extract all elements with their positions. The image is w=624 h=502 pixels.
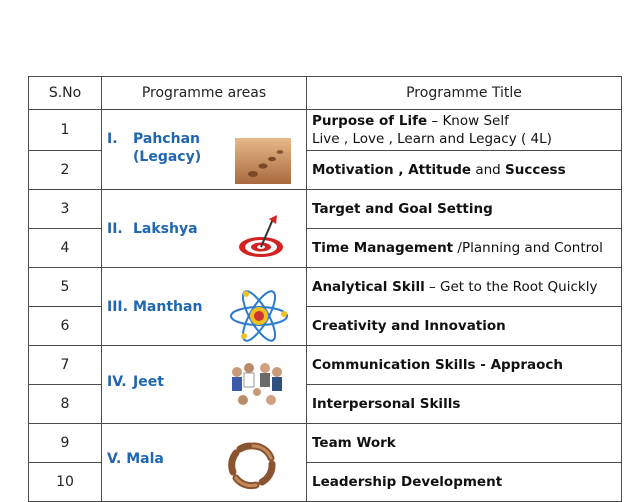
header-sno: S.No <box>28 76 102 110</box>
area-label-jeet: IV. Jeet <box>107 374 164 390</box>
area-cell-jeet: IV. Jeet <box>101 345 307 424</box>
table-row: 6 Creativity and Innovation <box>28 306 622 346</box>
table-row: 7 IV. Jeet Communication Skills - Appraoc… <box>28 345 622 424</box>
programme-title: Creativity and Innovation <box>306 306 622 346</box>
area-cell-lakshya: II. Lakshya <box>101 189 307 268</box>
programme-title: Target and Goal Setting <box>306 189 622 229</box>
row-number: 4 <box>28 228 102 268</box>
area-cell-pahchan: I. Pahchan (Legacy) <box>101 109 307 190</box>
table-row: 4 Time Management /Planning and Control <box>28 228 622 268</box>
area-label-pahchan: I. Pahchan (Legacy) <box>107 131 202 165</box>
table-row: 2 Motivation , Attitude and Success <box>28 150 622 190</box>
header-programme-title: Programme Title <box>306 76 622 110</box>
programme-title: Communication Skills - Appraoch <box>306 345 622 385</box>
table-row: 1 I. Pahchan (Legacy) Purpose of Life – K… <box>28 109 622 190</box>
area-label-mala: V. Mala <box>107 451 164 467</box>
programme-title: Purpose of Life – Know Self Live , Love … <box>306 109 622 151</box>
area-label-manthan: III. Manthan <box>107 299 203 315</box>
table-row: 5 III. Manthan Analytical Skill – Get to … <box>28 267 622 346</box>
row-number: 8 <box>28 384 102 424</box>
row-number: 2 <box>28 150 102 190</box>
ring-of-hands-photo <box>228 442 276 490</box>
row-number: 1 <box>28 109 102 151</box>
programme-title: Analytical Skill – Get to the Root Quick… <box>306 267 622 307</box>
row-number: 7 <box>28 345 102 385</box>
row-number: 10 <box>28 462 102 502</box>
row-number: 6 <box>28 306 102 346</box>
row-number: 9 <box>28 423 102 463</box>
table-row: 8 Interpersonal Skills <box>28 384 622 424</box>
team-hands-together-photo <box>232 363 282 405</box>
area-cell-manthan: III. Manthan <box>101 267 307 346</box>
area-label-lakshya: II. Lakshya <box>107 221 198 237</box>
table-row: 3 II. Lakshya Target and Goal Setting <box>28 189 622 268</box>
programme-title: Interpersonal Skills <box>306 384 622 424</box>
area-cell-mala: V. Mala <box>101 423 307 502</box>
footprints-on-sand-photo <box>235 138 291 184</box>
table-row: 9 V. Mala Team Work <box>28 423 622 502</box>
row-number: 3 <box>28 189 102 229</box>
programme-table: S.No Programme areas Programme Title 1 I… <box>28 76 622 502</box>
header-programme-areas: Programme areas <box>101 76 307 110</box>
programme-title: Team Work <box>306 423 622 463</box>
target-dart-icon <box>239 215 283 257</box>
header-row: S.No Programme areas Programme Title <box>28 76 622 110</box>
programme-title: Leadership Development <box>306 462 622 502</box>
atom-brain-icon <box>230 290 288 342</box>
programme-title: Motivation , Attitude and Success <box>306 150 622 190</box>
row-number: 5 <box>28 267 102 307</box>
programme-title: Time Management /Planning and Control <box>306 228 622 268</box>
